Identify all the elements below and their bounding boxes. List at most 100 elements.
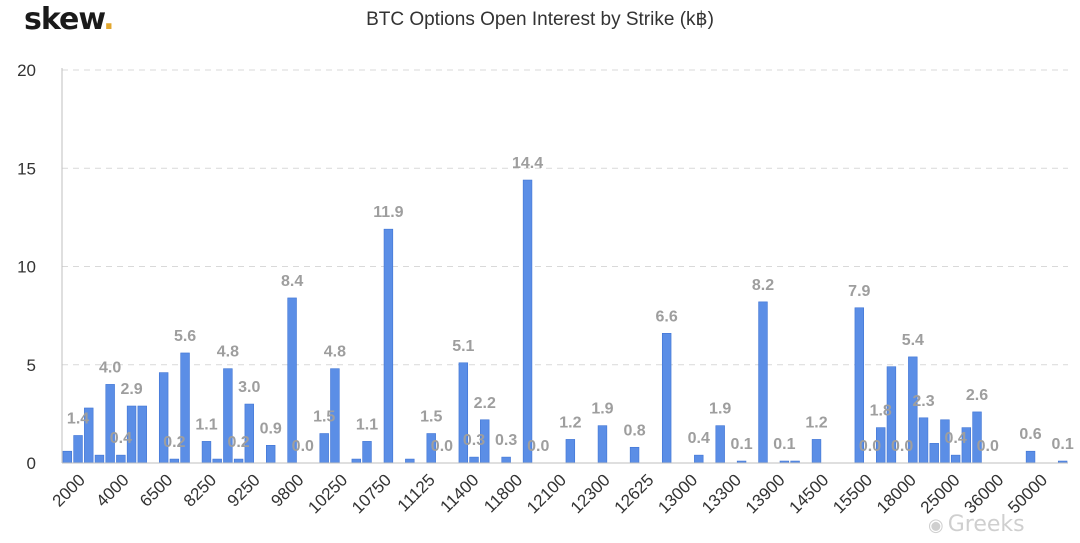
data-label: 4.0 [99, 359, 121, 376]
data-label: 1.4 [67, 410, 89, 427]
bar [597, 425, 608, 464]
bars [62, 179, 1068, 464]
bar [918, 417, 929, 464]
bar [62, 450, 73, 464]
bar [565, 439, 576, 464]
data-label: 3.0 [238, 379, 260, 396]
data-label: 0.3 [495, 432, 517, 449]
data-label: 0.2 [227, 434, 249, 451]
x-tick-label: 10250 [304, 470, 351, 517]
x-tick-label: 14500 [786, 470, 833, 517]
wechat-bubble-icon: ◉ [928, 515, 944, 536]
bar [319, 433, 329, 464]
bar [501, 456, 511, 464]
data-label: 6.6 [656, 308, 678, 325]
data-label: 0.4 [688, 430, 710, 447]
x-tick-label: 4000 [92, 470, 132, 510]
data-label: 0.4 [110, 430, 132, 447]
x-tick-label: 25000 [917, 470, 964, 517]
bar [469, 456, 479, 464]
x-tick-label: 12625 [611, 470, 658, 517]
x-tick-label: 11400 [437, 470, 483, 516]
data-label: 4.8 [324, 344, 346, 361]
bar [694, 454, 704, 464]
x-tick-label: 10750 [348, 470, 395, 517]
data-label: 0.0 [859, 438, 881, 455]
bar [233, 458, 244, 464]
data-labels: 1.4 4.0 0.4 2.9 0.2 5.6 1.1 4.8 0.2 3.0 0.9 8.4 0.0 1… [67, 155, 1074, 455]
y-tick-label: 15 [17, 159, 36, 178]
bar [950, 454, 961, 464]
x-tick-label: 9250 [224, 470, 264, 510]
data-label: 1.5 [313, 409, 335, 426]
watermark-text: Greeks [947, 512, 1025, 537]
data-label: 0.8 [623, 422, 645, 439]
x-tick-label: 13900 [742, 470, 789, 517]
data-label: 2.3 [912, 393, 934, 410]
bar [73, 435, 83, 464]
x-tick-label: 13300 [698, 470, 745, 517]
data-label: 0.4 [945, 430, 967, 447]
data-label: 0.1 [773, 436, 795, 453]
x-tick-label: 11800 [480, 470, 526, 516]
chart-title: BTC Options Open Interest by Strike (k฿) [366, 9, 714, 30]
y-tick-label: 5 [27, 356, 36, 375]
bar [522, 179, 533, 464]
y-tick-label: 0 [27, 454, 36, 473]
x-axis-ticks: 2000 4000 6500 8250 9250 98001025010750111251… [49, 470, 1051, 517]
x-tick-label: 12300 [567, 470, 614, 517]
data-label: 2.9 [120, 381, 142, 398]
data-label: 5.6 [174, 328, 196, 345]
data-label: 1.9 [709, 401, 731, 418]
data-label: 5.1 [452, 338, 474, 355]
bar [351, 458, 361, 464]
skew-logo: skew. [24, 2, 115, 37]
bar [362, 441, 372, 464]
data-label: 7.9 [848, 283, 870, 300]
data-label: 8.2 [752, 277, 774, 294]
bar [137, 405, 147, 464]
x-tick-label: 50000 [1004, 470, 1051, 517]
data-label: 1.1 [195, 416, 217, 433]
bar [105, 384, 115, 464]
x-tick-label: 8250 [180, 470, 220, 510]
logo-text: skew [24, 2, 104, 37]
data-label: 0.9 [260, 420, 282, 437]
watermark: ◉ Greeks [928, 512, 1025, 537]
x-tick-label: 36000 [961, 470, 1008, 517]
data-label: 14.4 [512, 155, 543, 172]
data-label: 1.1 [356, 416, 378, 433]
bar [212, 458, 222, 464]
x-tick-label: 12100 [523, 470, 570, 517]
data-label: 1.8 [870, 403, 892, 420]
data-label: 2.6 [966, 387, 988, 404]
bar [116, 454, 126, 464]
data-label: 1.5 [420, 409, 442, 426]
y-axis-ticks: 0 5 10 15 20 [17, 61, 36, 473]
bar [169, 458, 180, 464]
data-label: 4.8 [217, 344, 239, 361]
data-label: 5.4 [902, 332, 924, 349]
data-label: 0.1 [730, 436, 752, 453]
data-label: 0.0 [527, 438, 549, 455]
bar [811, 439, 822, 464]
data-label: 0.1 [1052, 436, 1074, 453]
bar [201, 441, 212, 464]
y-tick-label: 10 [17, 258, 36, 277]
data-label: 1.2 [559, 414, 581, 431]
data-label: 0.0 [977, 438, 999, 455]
data-label: 2.2 [474, 395, 496, 412]
bar [405, 458, 415, 464]
data-label: 1.9 [591, 401, 613, 418]
x-tick-label: 6500 [136, 470, 176, 510]
bar [1025, 450, 1036, 464]
x-tick-label: 2000 [49, 470, 89, 510]
bar [94, 454, 105, 464]
data-label: 1.2 [805, 414, 827, 431]
x-tick-label: 13000 [654, 470, 701, 517]
logo-dot: . [103, 2, 114, 37]
data-label: 11.9 [373, 204, 403, 221]
y-tick-label: 20 [17, 61, 36, 80]
bar [715, 425, 725, 464]
